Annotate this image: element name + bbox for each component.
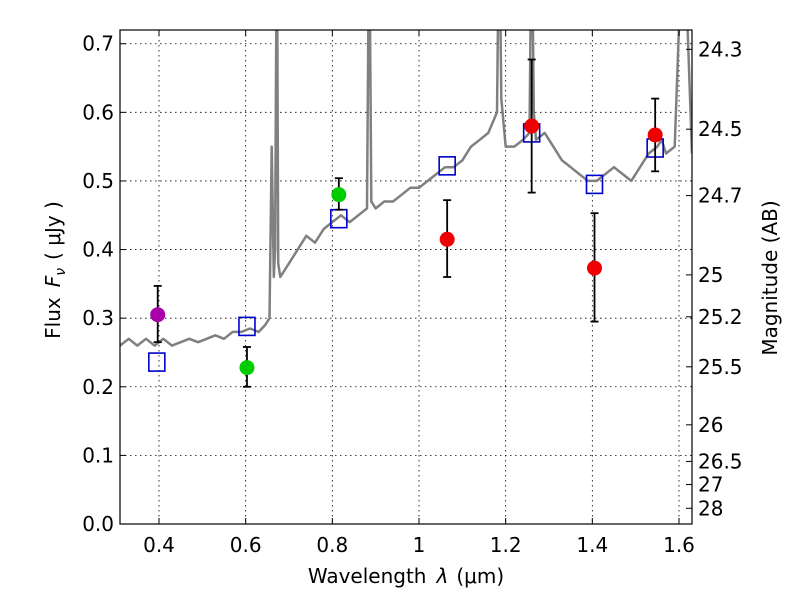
x-tick-label: 1.6 [663, 533, 695, 557]
template-spectrum-line [120, 30, 692, 347]
x-tick-label: 1.2 [490, 533, 522, 557]
observed-flux-point [587, 260, 602, 276]
y2-axis-label: Magnitude (AB) [758, 200, 782, 355]
observed-photometry-series [150, 58, 663, 388]
y2-tick-label: 27 [698, 473, 723, 497]
x-axis-label: Wavelength λ (μm) [308, 564, 504, 588]
x-tick-label: 1 [413, 533, 426, 557]
observed-flux-point [647, 127, 663, 143]
model-photometry-series [148, 123, 664, 372]
y2-tick-label: 26 [698, 413, 723, 437]
template-spectrum [120, 30, 692, 347]
axes: 0.4 0.6 0.8 1 1.2 1.4 1.6 0.0 0.1 0.2 0.3 0.4 0.5 0.6… [82, 30, 743, 557]
y-tick-label: 0.0 [82, 512, 114, 536]
y2-tick-label: 24.3 [698, 37, 743, 61]
grid-lines [120, 30, 692, 525]
y2-tick-label: 25.2 [698, 305, 743, 329]
y-tick-label: 0.6 [82, 100, 114, 124]
y-tick-label: 0.1 [82, 443, 114, 467]
y-tick-label: 0.2 [82, 375, 114, 399]
y2-tick-label: 24.5 [698, 117, 743, 141]
model-flux-marker [438, 156, 456, 176]
model-flux-marker [238, 316, 256, 337]
y-tick-label: 0.3 [82, 306, 114, 330]
model-flux-marker [148, 352, 166, 372]
y2-tick-label: 26.5 [698, 449, 743, 473]
x-tick-label: 0.6 [230, 533, 262, 557]
y-tick-label: 0.5 [82, 169, 114, 193]
y2-tick-label: 28 [698, 496, 723, 520]
y2-tick-label: 24.7 [698, 184, 743, 208]
observed-flux-point [331, 187, 347, 203]
observed-flux-point [439, 231, 455, 247]
x-tick-label: 1.4 [576, 533, 608, 557]
model-flux-marker [585, 174, 604, 195]
x-tick-label: 0.8 [316, 533, 348, 557]
plot-frame [119, 29, 693, 525]
y2-tick-label: 25 [698, 263, 723, 287]
observed-flux-point [524, 118, 540, 134]
y-tick-label: 0.4 [82, 238, 114, 262]
observed-flux-point [150, 307, 166, 323]
x-tick-label: 0.4 [143, 533, 175, 557]
y2-tick-label: 25.5 [698, 355, 743, 379]
observed-flux-point [239, 360, 255, 376]
y-axis-label: FluxFν( μJy ) [41, 201, 69, 339]
y-tick-label: 0.7 [82, 32, 114, 56]
